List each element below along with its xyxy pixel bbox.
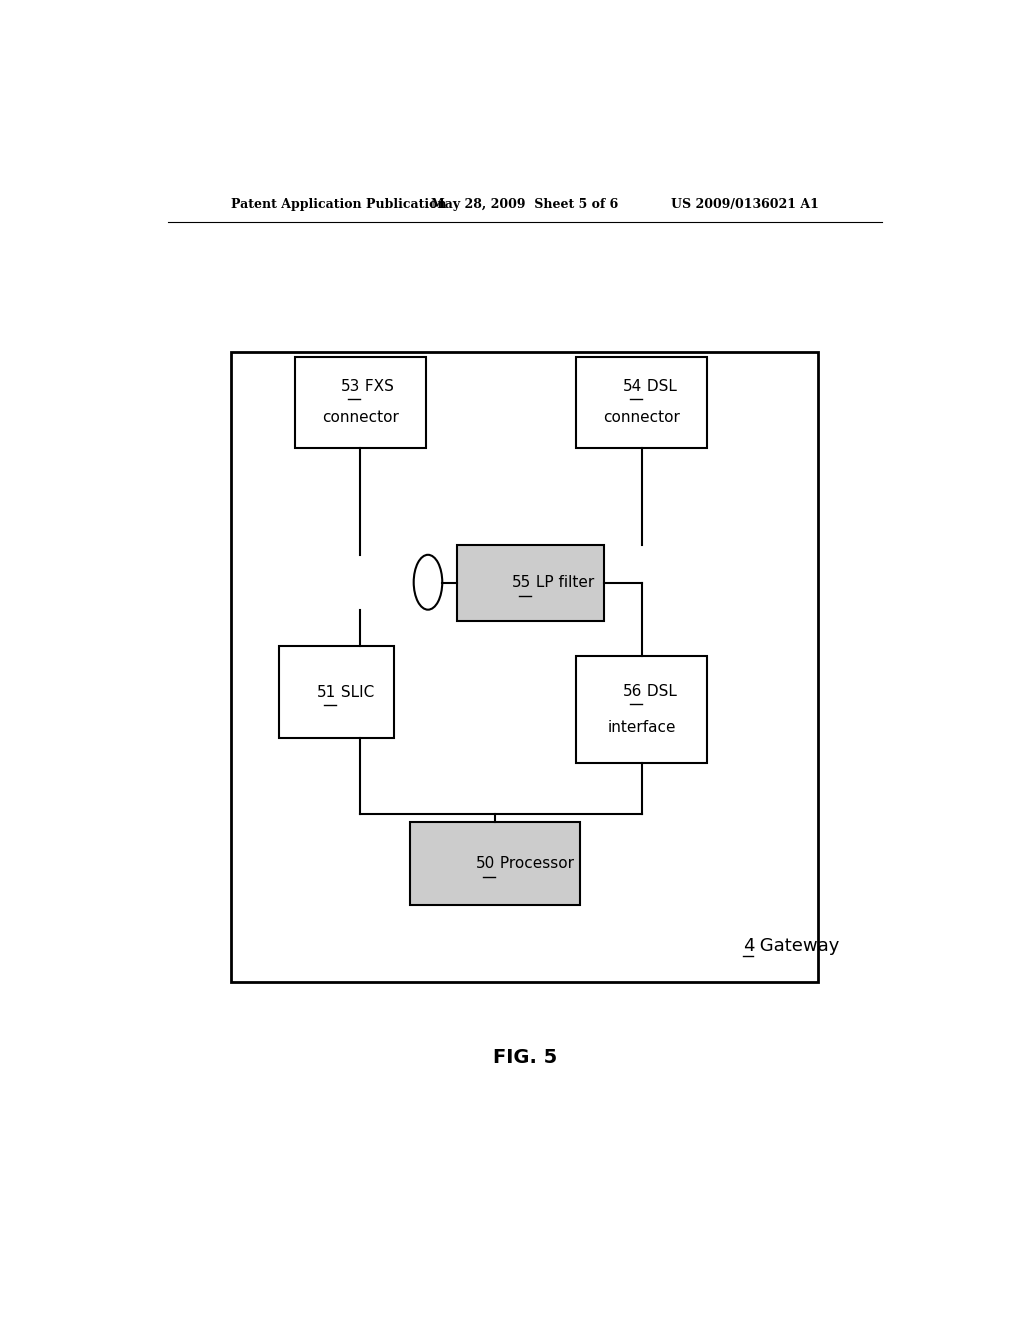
Text: DSL: DSL <box>642 379 677 395</box>
Text: DSL: DSL <box>642 684 677 700</box>
Text: FIG. 5: FIG. 5 <box>493 1048 557 1068</box>
Bar <box>577 656 708 763</box>
Text: FXS: FXS <box>360 379 394 395</box>
Text: LP filter: LP filter <box>530 576 594 590</box>
Ellipse shape <box>414 554 442 610</box>
Text: 54: 54 <box>623 379 642 395</box>
Text: 50: 50 <box>476 857 495 871</box>
Text: Processor: Processor <box>495 857 574 871</box>
Text: interface: interface <box>607 721 676 735</box>
Text: 55: 55 <box>512 576 530 590</box>
Bar <box>279 647 394 738</box>
Text: 56: 56 <box>623 684 642 700</box>
Bar <box>410 822 581 906</box>
Bar <box>231 351 818 982</box>
Text: 53: 53 <box>341 379 360 395</box>
Bar <box>458 545 604 620</box>
Text: May 28, 2009  Sheet 5 of 6: May 28, 2009 Sheet 5 of 6 <box>431 198 618 211</box>
Text: connector: connector <box>603 411 680 425</box>
Text: 4: 4 <box>743 937 755 956</box>
Text: connector: connector <box>322 411 398 425</box>
Text: Patent Application Publication: Patent Application Publication <box>231 198 446 211</box>
Text: SLIC: SLIC <box>336 685 375 700</box>
Text: US 2009/0136021 A1: US 2009/0136021 A1 <box>671 198 818 211</box>
Bar <box>295 356 426 447</box>
Text: 51: 51 <box>317 685 336 700</box>
Bar <box>577 356 708 447</box>
Text: Gateway: Gateway <box>754 937 840 956</box>
